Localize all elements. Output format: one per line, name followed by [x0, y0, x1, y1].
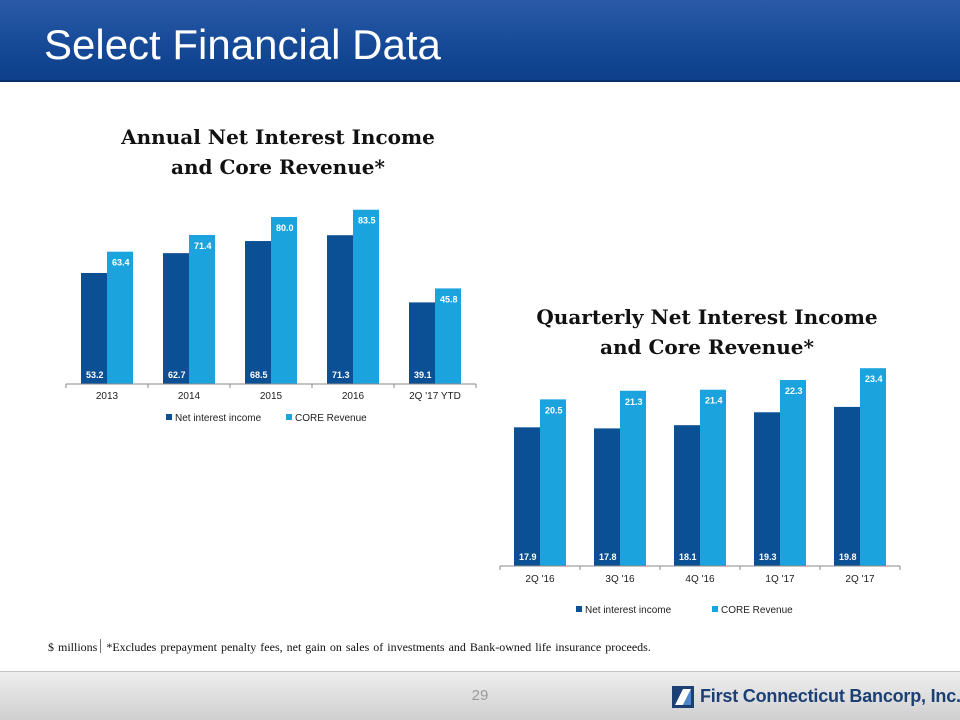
quarterly-core-revenue-value-label: 23.4 [865, 374, 883, 384]
annual-chart-title: Annual Net Interest Income and Core Reve… [68, 122, 488, 182]
annual-core-revenue-bar [271, 217, 297, 384]
annual-net-interest-income-bar [245, 241, 271, 384]
annual-legend-net-interest-income-swatch [166, 414, 172, 420]
annual-core-revenue-value-label: 83.5 [358, 216, 376, 226]
annual-core-revenue-value-label: 63.4 [112, 258, 130, 268]
annual-net-interest-income-bar [409, 302, 435, 384]
annual-chart: 53.2 63.4 2013 62.7 71.4 2014 68.5 80.0 2015 71.3… [65, 209, 477, 424]
quarterly-net-interest-income-bar [514, 427, 540, 566]
quarterly-category-label: 3Q '16 [605, 574, 635, 585]
company-logo-icon [672, 686, 694, 708]
annual-core-revenue-bar [435, 288, 461, 384]
quarterly-chart: 17.9 20.5 2Q '16 17.8 21.3 3Q '16 18.1 21.4 4Q '… [499, 368, 901, 616]
annual-category-label: 2014 [178, 391, 201, 402]
annual-net-interest-income-bar [163, 253, 189, 384]
annual-net-interest-income-bar [81, 272, 107, 384]
quarterly-legend-net-interest-income-label: Net interest income [585, 605, 672, 616]
page-title: Select Financial Data [44, 21, 441, 68]
annual-net-interest-income-value-label: 39.1 [414, 370, 432, 380]
quarterly-core-revenue-bar [620, 390, 646, 566]
annual-core-revenue-bar [353, 209, 379, 384]
quarterly-net-interest-income-value-label: 18.1 [679, 552, 697, 562]
quarterly-core-revenue-value-label: 22.3 [785, 386, 803, 396]
quarterly-core-revenue-bar [780, 380, 806, 566]
annual-net-interest-income-bar [327, 235, 353, 384]
quarterly-core-revenue-value-label: 20.5 [545, 405, 563, 415]
quarterly-legend-net-interest-income-swatch [576, 606, 582, 612]
quarterly-core-revenue-bar [700, 389, 726, 566]
quarterly-category-label: 2Q '17 [845, 574, 875, 585]
quarterly-chart-title: Quarterly Net Interest Income and Core R… [497, 302, 917, 362]
annual-category-label: 2Q '17 YTD [409, 391, 461, 402]
quarterly-net-interest-income-value-label: 17.9 [519, 552, 537, 562]
annual-net-interest-income-value-label: 68.5 [250, 370, 268, 380]
quarterly-core-revenue-value-label: 21.4 [705, 396, 723, 406]
annual-category-label: 2013 [96, 391, 119, 402]
quarterly-core-revenue-bar [540, 399, 566, 566]
annual-chart-title-line-2: and Core Revenue* [171, 155, 385, 179]
quarterly-chart-title-line-2: and Core Revenue* [600, 335, 814, 359]
annual-core-revenue-value-label: 80.0 [276, 223, 294, 233]
footnote-text: *Excludes prepayment penalty fees, net g… [106, 640, 651, 654]
units-note: $ millions [48, 640, 98, 654]
quarterly-net-interest-income-bar [834, 406, 860, 566]
annual-net-interest-income-value-label: 62.7 [168, 370, 186, 380]
footnote-separator [100, 639, 102, 653]
annual-core-revenue-bar [189, 234, 215, 384]
quarterly-net-interest-income-bar [674, 425, 700, 566]
quarterly-net-interest-income-bar [594, 428, 620, 566]
annual-net-interest-income-value-label: 71.3 [332, 370, 350, 380]
annual-legend-core-revenue-swatch [286, 414, 292, 420]
quarterly-core-revenue-value-label: 21.3 [625, 397, 643, 407]
quarterly-net-interest-income-value-label: 19.8 [839, 552, 857, 562]
page-number: 29 [471, 687, 489, 704]
quarterly-net-interest-income-value-label: 19.3 [759, 552, 777, 562]
quarterly-core-revenue-bar [860, 368, 886, 566]
quarterly-net-interest-income-bar [754, 412, 780, 566]
annual-core-revenue-value-label: 71.4 [194, 241, 212, 251]
annual-core-revenue-value-label: 45.8 [440, 294, 458, 304]
header-banner: Select Financial Data [0, 0, 960, 82]
company-name: First Connecticut Bancorp, Inc. [700, 686, 960, 706]
quarterly-legend-core-revenue-label: CORE Revenue [721, 605, 793, 616]
quarterly-chart-title-line-1: Quarterly Net Interest Income [536, 305, 878, 329]
quarterly-category-label: 1Q '17 [765, 574, 795, 585]
quarterly-net-interest-income-value-label: 17.8 [599, 552, 617, 562]
annual-net-interest-income-value-label: 53.2 [86, 370, 104, 380]
footnote: $ millions *Excludes prepayment penalty f… [48, 639, 651, 655]
quarterly-legend-core-revenue-swatch [712, 606, 718, 612]
annual-category-label: 2015 [260, 391, 283, 402]
annual-core-revenue-bar [107, 251, 133, 384]
quarterly-category-label: 2Q '16 [525, 574, 555, 585]
annual-chart-title-line-1: Annual Net Interest Income [121, 125, 435, 149]
annual-category-label: 2016 [342, 391, 365, 402]
annual-legend-net-interest-income-label: Net interest income [175, 413, 262, 424]
annual-legend-core-revenue-label: CORE Revenue [295, 413, 367, 424]
footer-bar: 29 First Connecticut Bancorp, Inc. [0, 671, 960, 720]
quarterly-category-label: 4Q '16 [685, 574, 715, 585]
